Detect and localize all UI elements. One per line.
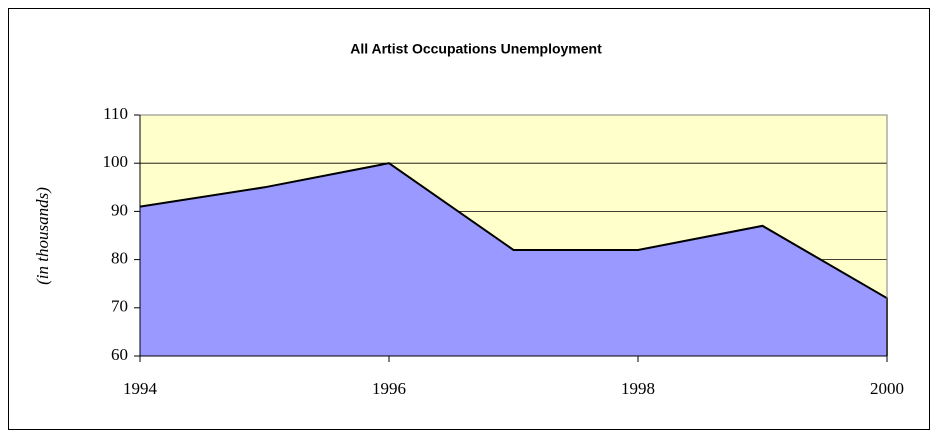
y-tick-label: 100 bbox=[103, 152, 129, 171]
y-tick-label: 80 bbox=[111, 249, 128, 268]
y-tick-label: 70 bbox=[111, 297, 128, 316]
y-tick-label: 110 bbox=[103, 104, 128, 123]
chart-title: All Artist Occupations Unemployment bbox=[350, 41, 602, 57]
y-tick-label: 90 bbox=[111, 200, 128, 219]
y-tick-label: 60 bbox=[111, 345, 128, 364]
x-tick-label: 1998 bbox=[621, 379, 655, 398]
x-tick-label: 1994 bbox=[123, 379, 158, 398]
y-axis-label: (in thousands) bbox=[33, 187, 52, 285]
area bbox=[140, 163, 887, 356]
x-tick-label: 1996 bbox=[372, 379, 406, 398]
area-outline bbox=[139, 162, 888, 356]
x-tick-label: 2000 bbox=[870, 379, 904, 398]
